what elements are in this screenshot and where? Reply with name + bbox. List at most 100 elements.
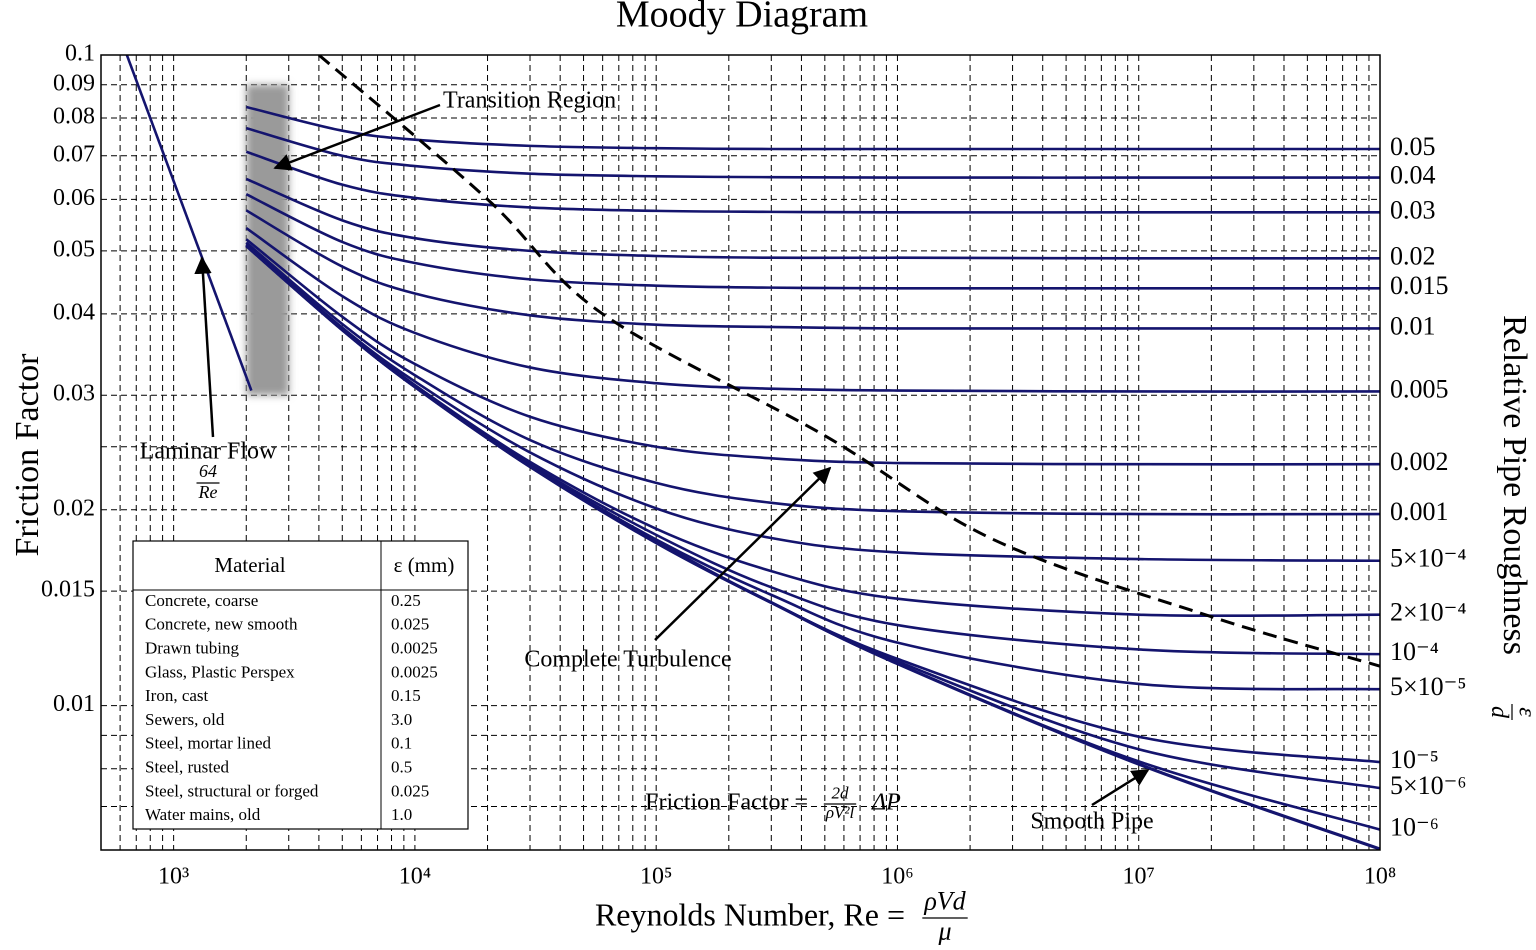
table-header: Material bbox=[214, 553, 285, 577]
x-axis-label-denominator: μ bbox=[937, 917, 951, 946]
grid bbox=[101, 55, 1380, 850]
roughness-curve bbox=[245, 227, 1380, 393]
x-tick-label: 10⁴ bbox=[399, 864, 431, 890]
smooth-pipe-curve bbox=[245, 244, 1380, 850]
table-cell: 0.025 bbox=[391, 615, 429, 634]
table-cell: 0.0025 bbox=[391, 662, 438, 681]
y-tick-label: 0.04 bbox=[53, 299, 95, 325]
roughness-label: 10⁻⁶ bbox=[1390, 813, 1439, 842]
x-axis-label: Reynolds Number, Re = bbox=[595, 896, 905, 932]
arrow bbox=[654, 466, 832, 641]
table-cell: 0.0025 bbox=[391, 639, 438, 658]
roughness-label: 0.05 bbox=[1390, 132, 1436, 161]
formula-text: Friction Factor = bbox=[645, 790, 808, 816]
y-axis-label: Friction Factor bbox=[9, 353, 46, 557]
table-cell: Steel, mortar lined bbox=[145, 734, 272, 753]
x-tick-label: 10⁵ bbox=[640, 864, 672, 890]
roughness-label: 0.04 bbox=[1390, 161, 1436, 190]
annotation: Transition Region bbox=[443, 88, 616, 114]
table-cell: 0.25 bbox=[391, 591, 421, 610]
table-cell: Steel, rusted bbox=[145, 758, 230, 777]
table-cell: 0.5 bbox=[391, 758, 412, 777]
table-cell: Concrete, coarse bbox=[145, 591, 258, 610]
y-tick-label: 0.06 bbox=[53, 185, 95, 211]
roughness-curve bbox=[245, 243, 1380, 563]
curves bbox=[125, 55, 1380, 850]
y2-axis-label-group: Relative Pipe Roughness εd bbox=[1486, 315, 1536, 720]
x-tick-label: 10⁸ bbox=[1364, 864, 1396, 890]
roughness-label: 5×10⁻⁵ bbox=[1390, 672, 1466, 701]
x-tick-label: 10⁷ bbox=[1123, 864, 1155, 890]
y-tick-label: 0.03 bbox=[53, 381, 95, 407]
table-header: ε (mm) bbox=[394, 553, 455, 577]
table-cell: 3.0 bbox=[391, 710, 412, 729]
laminar-formula-denominator: Re bbox=[198, 482, 218, 502]
arrow bbox=[273, 103, 441, 171]
x-tick-label: 10³ bbox=[158, 864, 189, 890]
annotation: Complete Turbulence bbox=[524, 647, 731, 673]
roughness-label: 0.002 bbox=[1390, 447, 1449, 476]
table-cell: 0.1 bbox=[391, 734, 412, 753]
roughness-curve bbox=[245, 241, 1380, 516]
arrow bbox=[1091, 768, 1150, 807]
roughness-label: 0.02 bbox=[1390, 241, 1436, 270]
roughness-curve bbox=[245, 193, 1380, 290]
laminar-formula-numerator: 64 bbox=[199, 461, 217, 481]
material-table: Material ε (mm) Concrete, coarse 0.25 Concre… bbox=[132, 540, 469, 830]
table-frame bbox=[132, 540, 469, 830]
roughness-curve bbox=[245, 105, 1380, 151]
table-cell: 0.025 bbox=[391, 781, 429, 800]
transition-region bbox=[246, 84, 289, 396]
formula-suffix: ΔP bbox=[871, 790, 901, 816]
y2-axis-label-numerator: ε bbox=[1514, 707, 1536, 717]
roughness-label: 2×10⁻⁴ bbox=[1390, 598, 1466, 627]
chart-title: Moody Diagram bbox=[616, 0, 868, 36]
arrow bbox=[194, 256, 215, 438]
roughness-label: 0.001 bbox=[1390, 497, 1449, 526]
y-tick-label: 0.1 bbox=[65, 41, 95, 67]
roughness-curve bbox=[245, 177, 1380, 260]
y-tick-label: 0.015 bbox=[41, 577, 95, 603]
annotation-arrows bbox=[194, 103, 1150, 807]
table-cell: Sewers, old bbox=[145, 710, 225, 729]
roughness-label: 0.01 bbox=[1390, 311, 1436, 340]
roughness-label: 5×10⁻⁴ bbox=[1390, 544, 1466, 573]
roughness-label: 5×10⁻⁶ bbox=[1390, 771, 1466, 800]
roughness-label: 0.03 bbox=[1390, 195, 1436, 224]
table-cell: Drawn tubing bbox=[145, 639, 239, 658]
y-tick-label: 0.09 bbox=[53, 70, 95, 96]
annotation: Smooth Pipe bbox=[1030, 809, 1153, 835]
roughness-label: 0.005 bbox=[1390, 374, 1449, 403]
table-cell: 0.15 bbox=[391, 686, 421, 705]
roughness-label: 0.015 bbox=[1390, 271, 1449, 300]
y-tick-label: 0.05 bbox=[53, 236, 95, 262]
x-axis-label-numerator: ρVd bbox=[923, 887, 966, 916]
table-cell: Concrete, new smooth bbox=[145, 615, 298, 634]
laminar-line bbox=[125, 55, 253, 391]
y-tick-label: 0.07 bbox=[53, 141, 95, 167]
x-tick-label: 10⁶ bbox=[881, 864, 913, 890]
y-tick-label: 0.01 bbox=[53, 691, 95, 717]
roughness-label: 10⁻⁴ bbox=[1390, 637, 1439, 666]
table-cell: Glass, Plastic Perspex bbox=[145, 662, 295, 681]
roughness-curve bbox=[245, 209, 1380, 330]
y-tick-label: 0.08 bbox=[53, 104, 95, 130]
roughness-curve bbox=[245, 126, 1380, 179]
transition-region bbox=[246, 84, 289, 396]
annotation: Laminar Flow bbox=[140, 439, 277, 465]
complete-turbulence-line bbox=[317, 55, 1380, 668]
table-cell: Iron, cast bbox=[145, 686, 209, 705]
y-tick-label: 0.02 bbox=[53, 495, 95, 521]
table-cell: 1.0 bbox=[391, 805, 412, 824]
labels: 10³ 10⁴ 10⁵ 10⁶ 10⁷ 10⁸ 0.1 0.09 0.08 0.07 0.06 0.0… bbox=[41, 41, 1536, 946]
formula-denominator: ρV²l bbox=[825, 803, 855, 822]
roughness-curve bbox=[245, 150, 1380, 214]
y2-axis-label-denominator: d bbox=[1486, 706, 1512, 719]
roughness-label: 10⁻⁵ bbox=[1390, 745, 1439, 774]
table-cell: Steel, structural or forged bbox=[145, 781, 319, 800]
formula-numerator: 2d bbox=[832, 784, 850, 803]
plot-frame bbox=[100, 54, 1381, 851]
table-cell: Water mains, old bbox=[145, 805, 261, 824]
